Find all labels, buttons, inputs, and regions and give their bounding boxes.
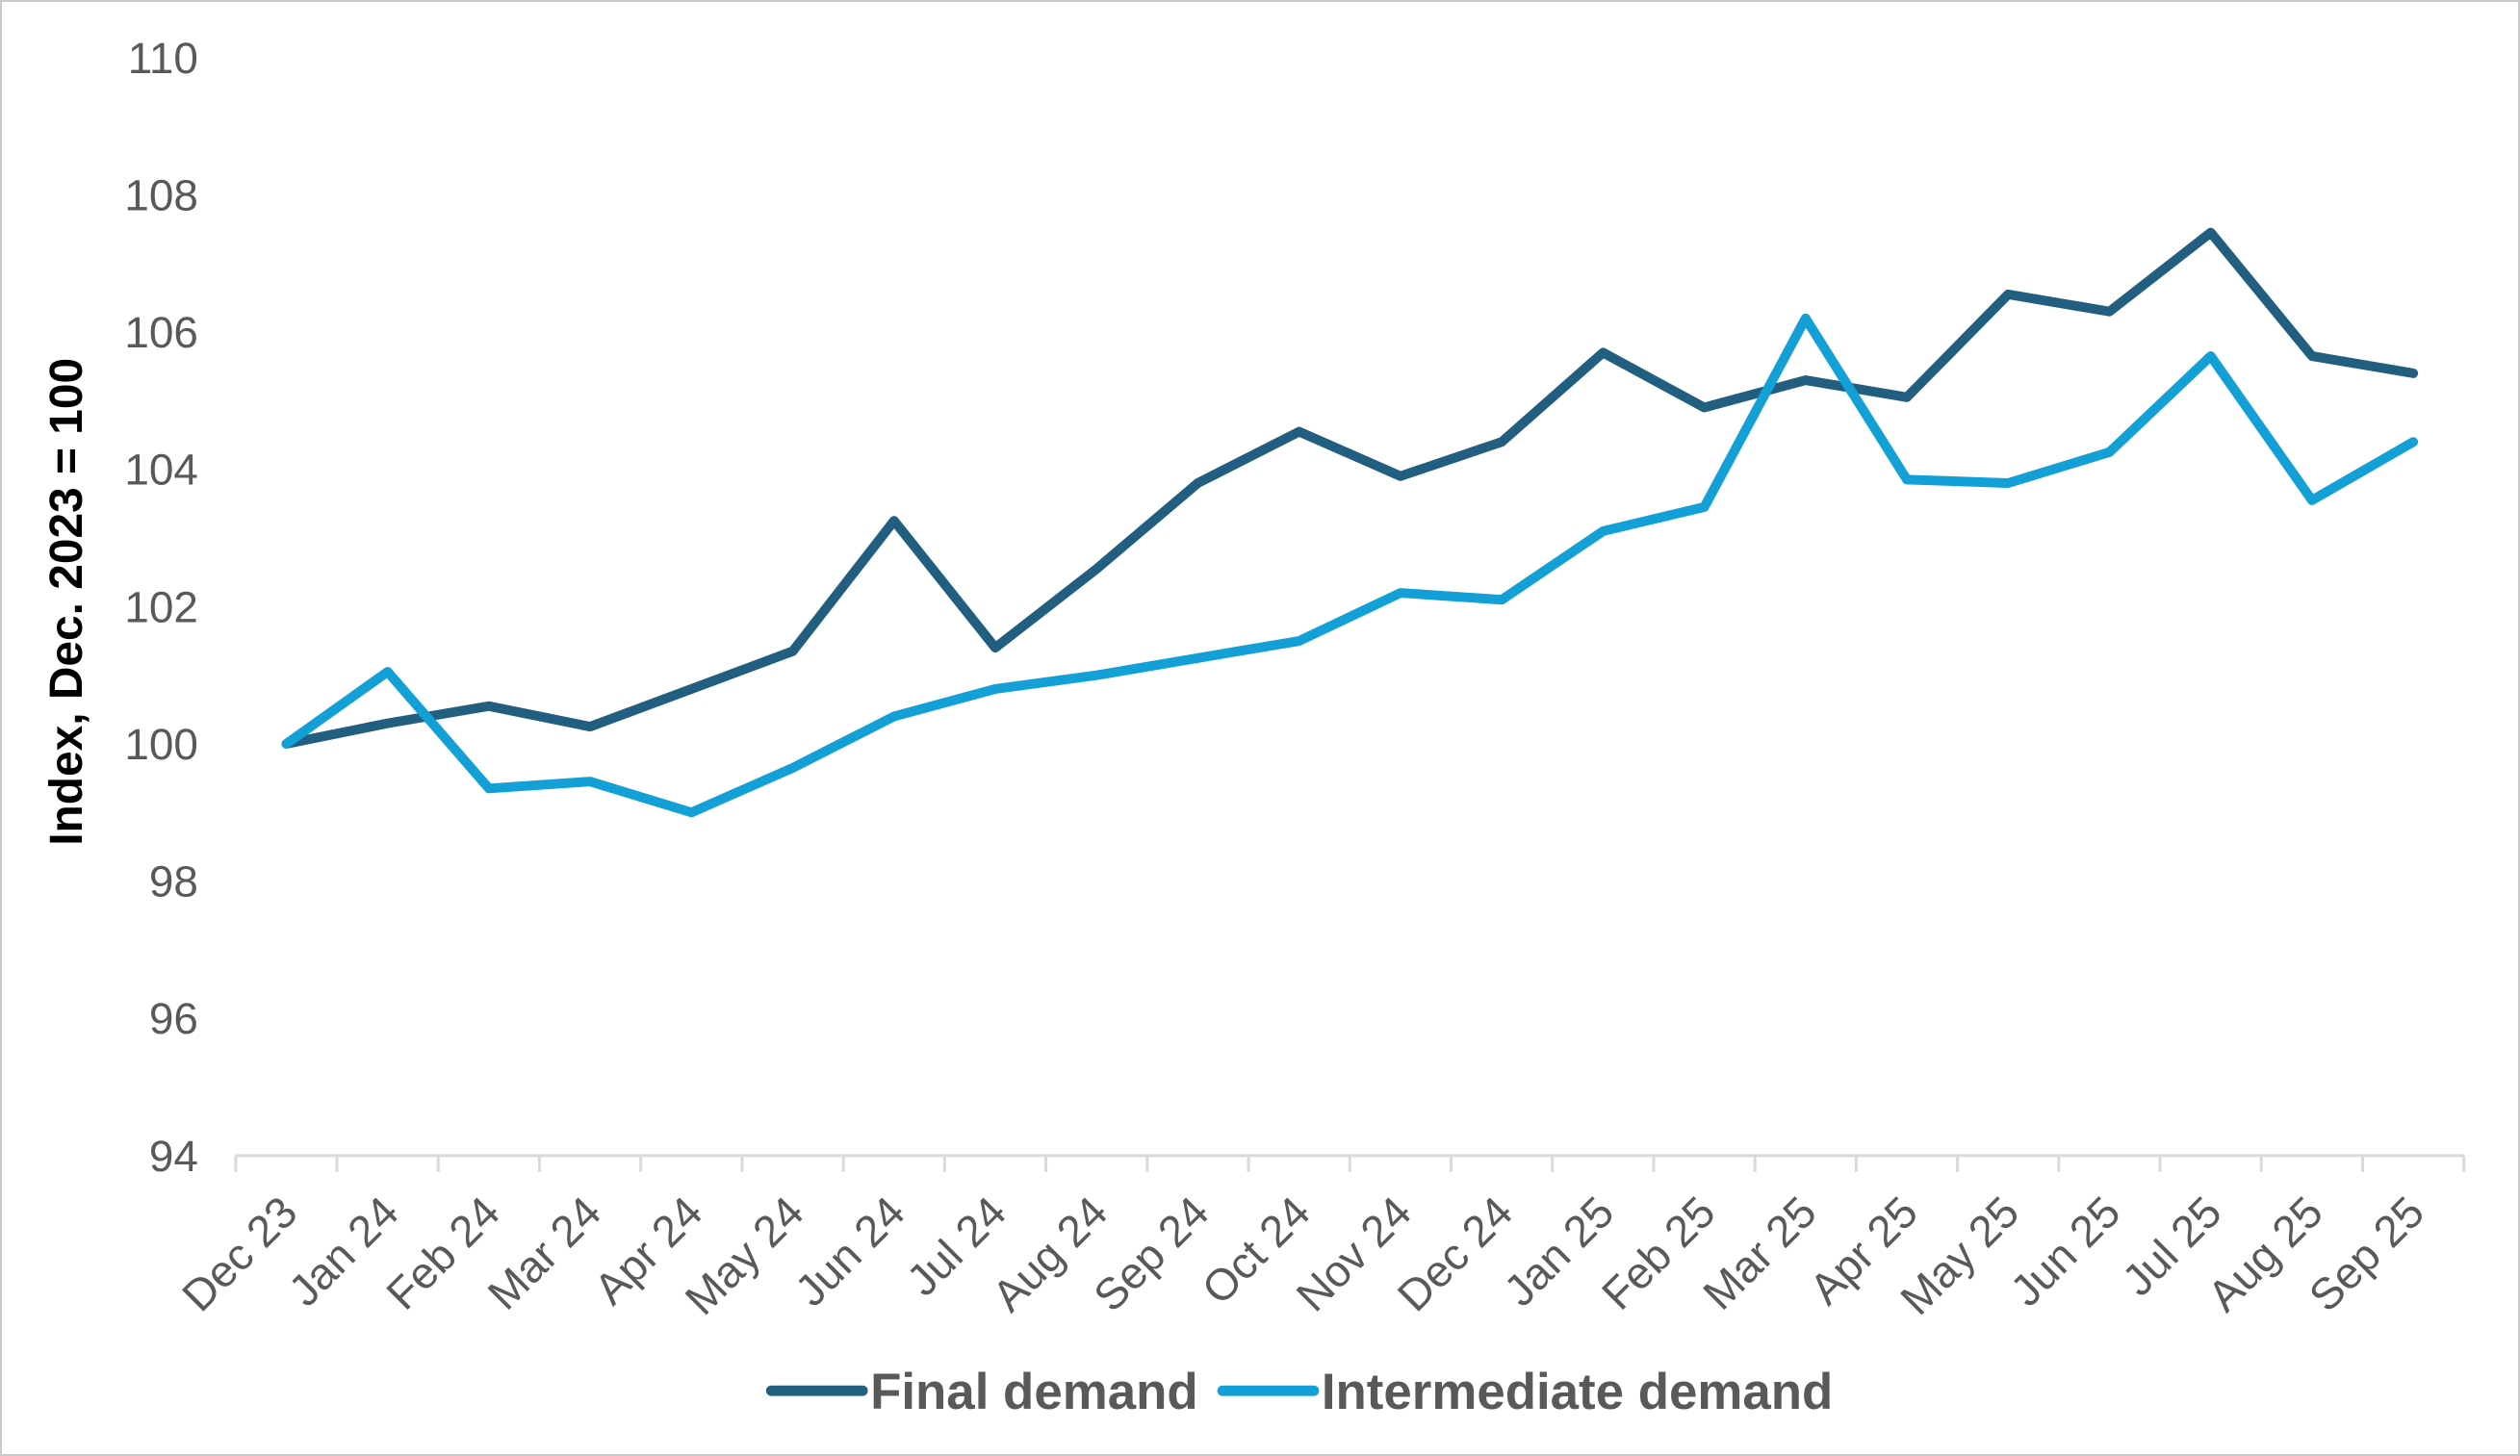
y-tick-label: 96 — [149, 993, 198, 1043]
legend-label-intermediate-demand: Intermediate demand — [1322, 1364, 1834, 1420]
y-tick-label: 100 — [124, 719, 198, 769]
x-tick-label: Feb 24 — [376, 1187, 509, 1319]
y-tick-label: 94 — [149, 1131, 198, 1181]
x-tick-label: Dec 24 — [1388, 1187, 1523, 1321]
y-tick-label: 108 — [124, 169, 198, 219]
intermediate-demand-line — [281, 313, 2419, 818]
x-tick-label: Mar 24 — [477, 1187, 610, 1319]
x-tick-label: Sep 24 — [1084, 1187, 1219, 1321]
x-tick-label: Aug 25 — [2198, 1187, 2332, 1321]
y-axis-title: Index, Dec. 2023 = 100 — [41, 358, 92, 846]
x-tick-label: Jun 24 — [785, 1187, 914, 1316]
y-tick-label: 98 — [149, 856, 198, 907]
x-tick-label: Dec 23 — [172, 1187, 307, 1321]
series-lines — [281, 227, 2419, 818]
x-tick-label: Feb 25 — [1592, 1187, 1725, 1319]
x-tick-label: Aug 24 — [983, 1187, 1118, 1321]
y-tick-label: 110 — [128, 33, 198, 83]
x-tick-label: Nov 24 — [1286, 1187, 1421, 1321]
final-demand-line — [281, 227, 2419, 749]
x-tick-label: Sep 25 — [2300, 1187, 2434, 1321]
y-tick-label: 104 — [124, 445, 198, 495]
x-tick-label: Jun 25 — [2000, 1187, 2129, 1316]
y-tick-label: 106 — [124, 307, 198, 357]
x-tick-label: Mar 25 — [1693, 1187, 1826, 1319]
y-axis-tick-labels: 94 96 98 100 102 104 106 108 110 — [124, 33, 198, 1181]
y-tick-label: 102 — [124, 581, 198, 631]
legend: Final demand Intermediate demand — [765, 1364, 1834, 1420]
legend-label-final-demand: Final demand — [870, 1364, 1198, 1420]
x-axis — [234, 1154, 2466, 1172]
